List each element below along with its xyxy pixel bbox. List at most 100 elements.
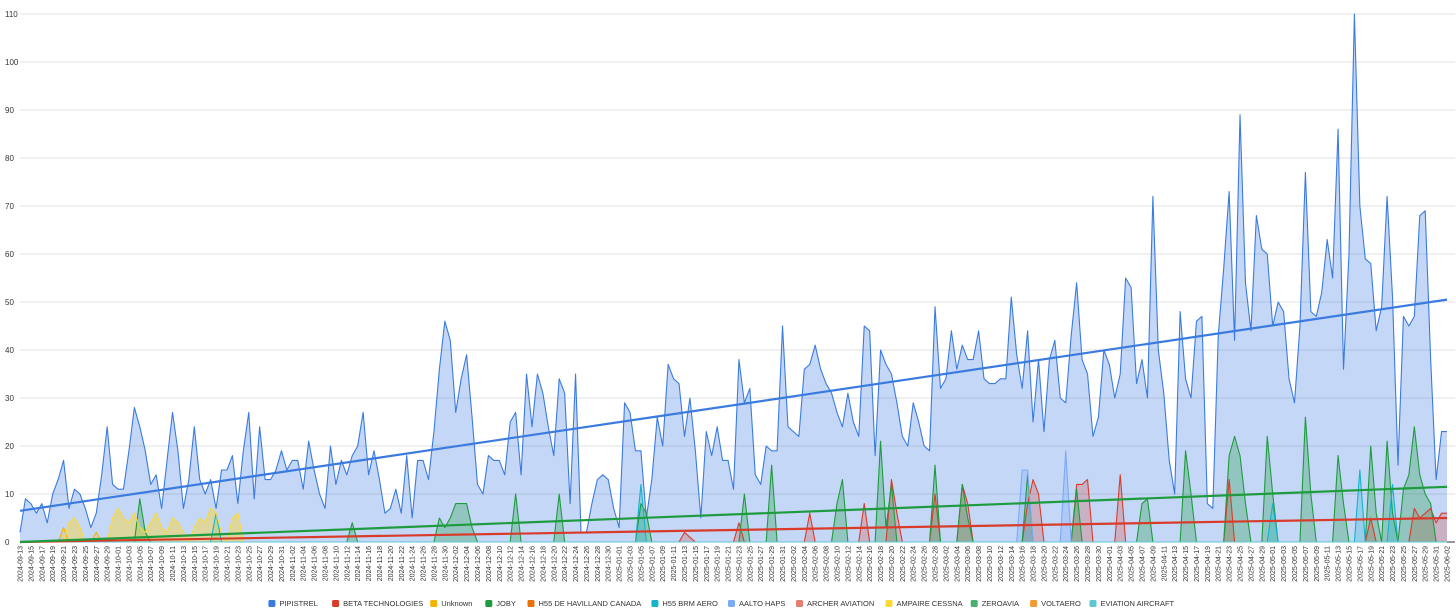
x-tick-label: 2025-05-25	[1401, 546, 1408, 582]
series-areas	[20, 14, 1447, 542]
legend-label: EVIATION AIRCRAFT	[1101, 599, 1175, 608]
x-tick-label: 2025-04-19	[1205, 546, 1212, 582]
legend-label: JOBY	[496, 599, 516, 608]
legend-item-joby[interactable]: JOBY	[485, 599, 516, 608]
x-tick-label: 2024-12-10	[497, 546, 504, 582]
x-tick-label: 2025-05-05	[1292, 546, 1299, 582]
x-tick-label: 2024-11-12	[344, 546, 351, 581]
x-tick-label: 2024-10-03	[126, 546, 133, 582]
x-tick-label: 2025-02-04	[802, 546, 809, 582]
x-tick-label: 2024-12-12	[508, 546, 515, 582]
x-tick-label: 2025-03-02	[943, 546, 950, 582]
x-tick-label: 2024-12-16	[529, 546, 536, 582]
x-tick-label: 2025-03-18	[1031, 546, 1038, 582]
x-tick-label: 2024-11-10	[333, 546, 340, 581]
x-tick-label: 2024-10-07	[148, 546, 155, 582]
x-tick-label: 2025-04-21	[1216, 546, 1223, 582]
y-tick-label: 110	[5, 10, 18, 19]
legend[interactable]: PIPISTREL BETA TECHNOLOGIES Unknown JOBY H55…	[268, 599, 1175, 608]
x-tick-label: 2025-04-25	[1238, 546, 1245, 582]
x-tick-label: 2024-11-30	[442, 546, 449, 581]
trend-lines	[19, 298, 1448, 544]
x-tick-label: 2025-05-27	[1412, 546, 1419, 582]
x-tick-label: 2024-12-26	[584, 546, 591, 582]
legend-item-archer-aviation[interactable]: ARCHER AVIATION	[796, 599, 874, 608]
legend-item-pipistrel[interactable]: PIPISTREL	[268, 599, 318, 608]
legend-item-eviation-aircraft[interactable]: EVIATION AIRCRAFT	[1089, 599, 1175, 608]
x-tick-label: 2024-10-17	[203, 546, 210, 582]
legend-item-h55-de-havilland-canada[interactable]: H55 DE HAVILLAND CANADA	[527, 599, 642, 608]
x-tick-label: 2024-11-28	[431, 546, 438, 581]
x-tick-label: 2025-03-20	[1041, 546, 1048, 582]
legend-swatch	[1030, 600, 1038, 607]
x-tick-label: 2025-04-07	[1139, 546, 1146, 582]
legend-swatch	[1089, 600, 1097, 607]
x-tick-label: 2025-05-03	[1281, 546, 1288, 582]
x-tick-label: 2025-02-16	[867, 546, 874, 582]
series-area-joby	[20, 417, 1447, 542]
legend-label: H55 BRM AERO	[662, 599, 718, 608]
y-tick-label: 70	[5, 202, 14, 211]
x-tick-label: 2025-01-27	[758, 546, 765, 582]
x-tick-label: 2024-09-19	[50, 546, 57, 582]
x-tick-label: 2025-01-15	[693, 546, 700, 582]
y-tick-label: 30	[5, 394, 14, 403]
x-tick-label: 2024-09-27	[94, 546, 101, 582]
x-tick-label: 2025-05-29	[1423, 546, 1430, 582]
x-tick-label: 2024-12-20	[551, 546, 558, 582]
x-tick-label: 2024-11-18	[377, 546, 384, 581]
x-tick-label: 2024-12-04	[464, 546, 471, 582]
x-tick-label: 2024-09-15	[28, 546, 35, 582]
x-tick-label: 2024-11-02	[290, 546, 297, 581]
x-tick-label: 2024-10-23	[235, 546, 242, 582]
x-tick-label: 2025-03-30	[1096, 546, 1103, 582]
x-tick-label: 2025-04-17	[1194, 546, 1201, 582]
x-tick-label: 2025-01-19	[715, 546, 722, 582]
x-tick-label: 2024-11-20	[388, 546, 395, 581]
x-tick-label: 2025-02-24	[911, 546, 918, 582]
legend-item-h55-brm-aero[interactable]: H55 BRM AERO	[651, 599, 718, 608]
series-line-h55-brm-aero	[20, 469, 1447, 543]
y-axis-ticks: 0 10 20 30 40 50 60 70 80 90 100 110	[5, 10, 19, 547]
legend-swatch	[651, 600, 659, 607]
y-tick-label: 60	[5, 250, 14, 259]
legend-item-aalto-haps[interactable]: AALTO HAPS	[728, 599, 785, 608]
x-tick-label: 2025-06-02	[1445, 546, 1452, 582]
x-tick-label: 2024-11-22	[399, 546, 406, 581]
x-tick-label: 2025-03-28	[1085, 546, 1092, 582]
x-tick-label: 2025-05-07	[1303, 546, 1310, 582]
x-tick-label: 2025-02-14	[856, 546, 863, 582]
x-tick-label: 2025-03-04	[954, 546, 961, 582]
x-tick-label: 2025-03-10	[987, 546, 994, 582]
x-tick-label: 2025-03-06	[965, 546, 972, 582]
legend-label: BETA TECHNOLOGIES	[343, 599, 423, 608]
x-tick-label: 2025-02-26	[922, 546, 929, 582]
x-tick-label: 2024-12-06	[475, 546, 482, 582]
legend-swatch	[796, 600, 803, 607]
y-tick-label: 20	[5, 442, 14, 451]
legend-swatch	[332, 600, 340, 607]
legend-item-ampaire-cessna[interactable]: AMPAIRE CESSNA	[885, 599, 963, 608]
legend-swatch	[485, 600, 493, 607]
legend-item-beta-technologies[interactable]: BETA TECHNOLOGIES	[332, 599, 423, 608]
x-tick-label: 2025-04-03	[1118, 546, 1125, 582]
x-tick-label: 2025-01-29	[769, 546, 776, 582]
legend-item-zeroavia[interactable]: ZEROAVIA	[970, 599, 1019, 608]
x-tick-label: 2025-04-29	[1259, 546, 1266, 582]
legend-item-voltaero[interactable]: VOLTAERO	[1030, 599, 1081, 608]
x-tick-label: 2024-09-29	[105, 546, 112, 582]
legend-item-unknown[interactable]: Unknown	[430, 599, 472, 608]
x-tick-label: 2025-01-17	[704, 546, 711, 582]
x-tick-label: 2025-02-28	[933, 546, 940, 582]
x-tick-label: 2024-09-23	[72, 546, 79, 582]
x-tick-label: 2025-02-06	[813, 546, 820, 582]
x-axis-ticks: 2024-09-13 2024-09-15 2024-09-17 2024-09-19…	[18, 546, 1452, 582]
x-tick-label: 2025-05-21	[1379, 546, 1386, 582]
x-tick-label: 2025-01-09	[660, 546, 667, 582]
x-tick-label: 2024-10-21	[224, 546, 231, 582]
x-tick-label: 2024-11-06	[312, 546, 319, 581]
series-lines	[19, 13, 1447, 543]
x-tick-label: 2024-11-24	[410, 546, 417, 581]
trend-line-pipistrel	[19, 298, 1448, 512]
